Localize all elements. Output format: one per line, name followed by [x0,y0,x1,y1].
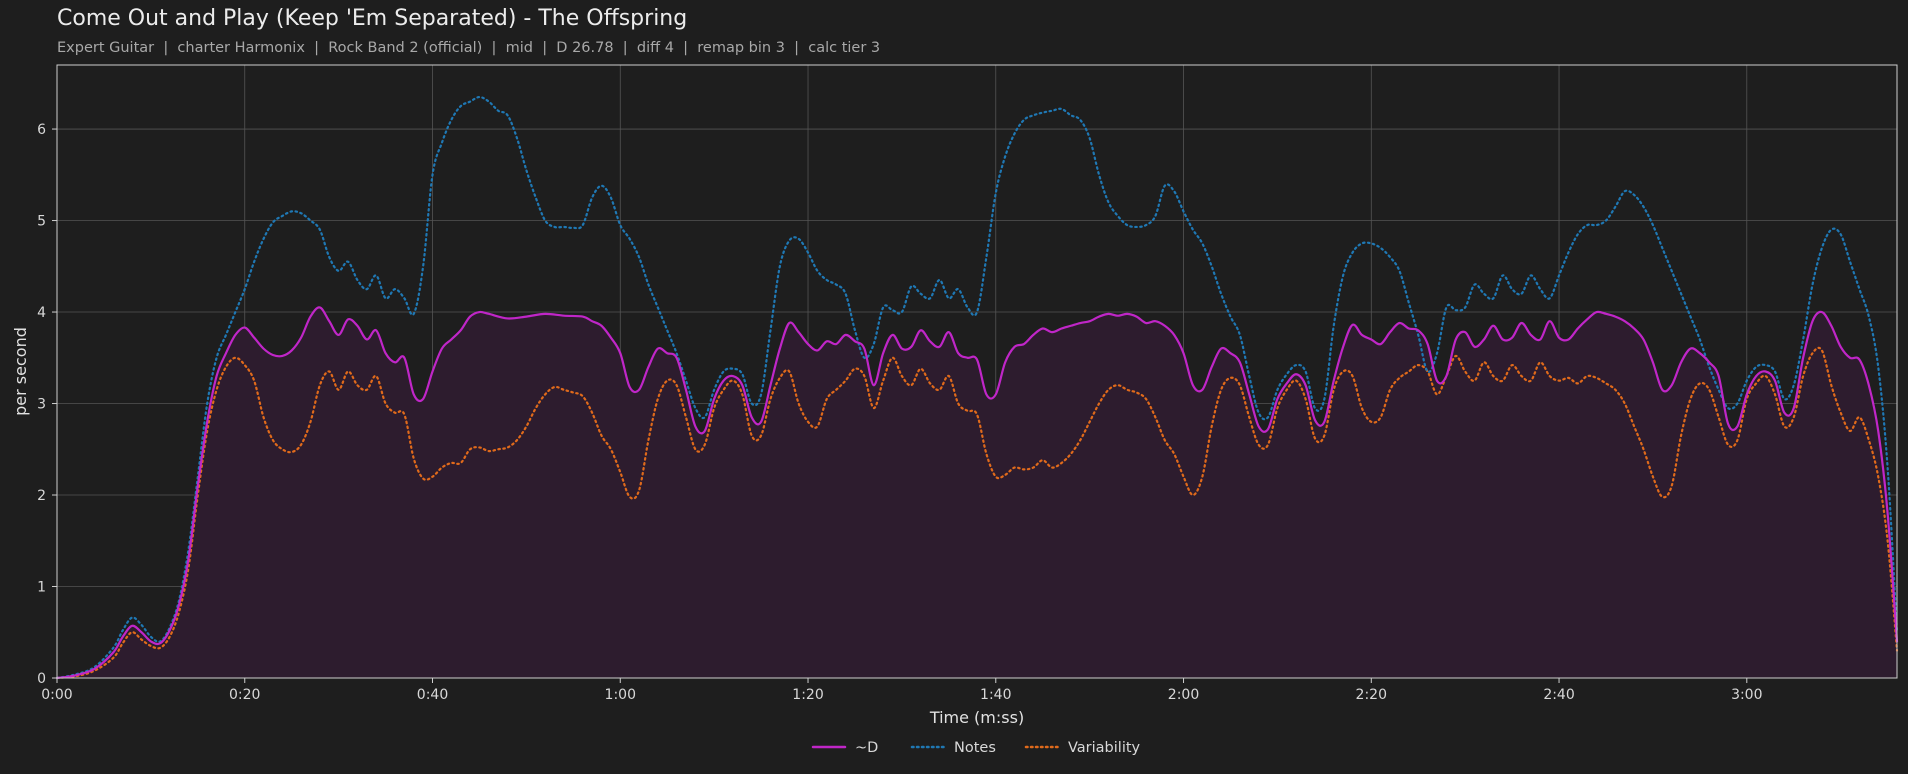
legend: ~D Notes Variability [811,740,1141,756]
y-tick-label: 2 [37,488,46,504]
series-line-notes [55,95,1899,680]
legend-label: Variability [1068,740,1141,756]
y-tick-label: 4 [37,305,46,321]
plot-frame [56,64,1898,679]
series-layer [55,95,1899,680]
x-tick-label: 2:00 [1168,687,1199,703]
x-tick-label: 0:40 [417,687,448,703]
x-tick-label: 2:40 [1543,687,1574,703]
chart-title: Come Out and Play (Keep 'Em Separated) -… [57,6,688,31]
x-tick-label: 0:20 [229,687,260,703]
series-d-area [57,307,1897,678]
tick-layer: 0:00 0:20 0:40 1:00 1:20 1:40 2:00 2:20 2:40 3:00… [37,122,1762,703]
series-line-d [55,306,1899,680]
x-axis-label: Time (m:ss) [929,708,1024,727]
y-tick-label: 3 [37,397,46,413]
x-tick-label: 1:20 [792,687,823,703]
y-tick-label: 5 [37,214,46,230]
legend-label: ~D [855,740,878,756]
x-tick-label: 3:00 [1731,687,1762,703]
y-tick-label: 0 [37,671,46,687]
y-tick-label: 6 [37,122,46,138]
x-tick-label: 2:20 [1356,687,1387,703]
y-axis-label: per second [11,327,30,416]
x-tick-label: 0:00 [41,687,72,703]
x-tick-label: 1:00 [605,687,636,703]
y-tick-label: 1 [37,580,46,596]
x-tick-label: 1:40 [980,687,1011,703]
fill-layer [57,307,1897,678]
legend-label: Notes [954,740,996,756]
chart-subtitle: Expert Guitar | charter Harmonix | Rock … [57,40,881,56]
series-line-variability [55,346,1899,680]
